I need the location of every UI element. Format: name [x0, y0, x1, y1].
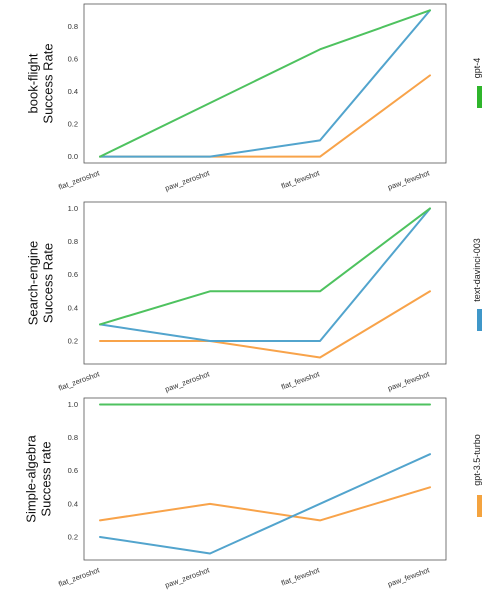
y-axis-label-line: Success Rate — [40, 243, 55, 323]
x-tick-label: flat_fewshot — [280, 168, 322, 190]
y-tick-label: 0.6 — [68, 270, 78, 279]
x-tick-label: flat_zeroshot — [57, 565, 101, 588]
y-tick-label: 0.6 — [68, 466, 78, 475]
y-axis-label-line: Success Rate — [40, 43, 55, 123]
y-axis-label: Search-engineSuccess Rate — [25, 241, 55, 326]
series-line-text-davinci-003 — [99, 9, 431, 158]
legend: gpt-4 text-davinci-003 gpt-3.5-turbo — [472, 58, 482, 517]
legend-label: gpt-4 — [472, 58, 482, 79]
series-line-text-davinci-003 — [99, 207, 431, 342]
x-tick-label: paw_fewshot — [386, 565, 431, 589]
x-tick-label: paw_fewshot — [386, 369, 431, 393]
x-tick-label: paw_zeroshot — [164, 369, 212, 394]
plot-frame — [83, 3, 447, 164]
y-tick-label: 0.2 — [68, 120, 78, 129]
x-tick-label: paw_zeroshot — [164, 168, 212, 193]
y-tick-label: 0.2 — [68, 336, 78, 345]
y-tick-label: 1.0 — [68, 400, 78, 409]
y-axis-label: Simple-algebraSuccess rate — [23, 435, 53, 523]
series-line-gpt-3-5-turbo — [99, 290, 431, 359]
legend-swatch — [477, 495, 482, 517]
y-axis-label: book-flightSuccess Rate — [25, 43, 55, 123]
y-axis-label-line: book-flight — [25, 53, 40, 113]
series-line-gpt-3-5-turbo — [99, 74, 431, 158]
legend-swatch — [477, 309, 482, 331]
series-line-gpt-4 — [99, 207, 431, 326]
y-tick-label: 0.4 — [68, 303, 78, 312]
y-tick-label: 0.4 — [68, 87, 78, 96]
y-tick-label: 0.8 — [68, 22, 78, 31]
x-tick-label: paw_fewshot — [386, 168, 431, 192]
legend-swatch — [477, 86, 482, 108]
series-line-gpt-3-5-turbo — [99, 486, 431, 522]
subplot-1: 0.0 0.2 0.4 0.6 0.8 flat_zeroshot paw_zeroshot… — [25, 3, 447, 193]
x-tick-label: flat_zeroshot — [57, 369, 101, 392]
y-axis-label-line: Simple-algebra — [23, 435, 38, 523]
series-line-text-davinci-003 — [99, 453, 431, 555]
subplot-2: 0.2 0.4 0.6 0.8 1.0 flat_zeroshot paw_zeroshot… — [25, 201, 447, 394]
y-axis-label-line: Success rate — [38, 441, 53, 516]
legend-label: gpt-3.5-turbo — [472, 434, 482, 486]
x-tick-label: flat_fewshot — [280, 565, 322, 587]
subplot-3: 0.2 0.4 0.6 0.8 1.0 flat_zeroshot paw_zeroshot… — [23, 397, 447, 590]
x-tick-label: flat_fewshot — [280, 369, 322, 391]
plot-frame — [83, 201, 447, 365]
plot-frame — [83, 397, 447, 561]
legend-label: text-davinci-003 — [472, 238, 482, 302]
x-tick-label: paw_zeroshot — [164, 565, 212, 590]
y-tick-label: 0.8 — [68, 237, 78, 246]
x-tick-label: flat_zeroshot — [57, 168, 101, 191]
y-tick-label: 0.8 — [68, 433, 78, 442]
y-tick-label: 0.4 — [68, 499, 78, 508]
y-tick-label: 1.0 — [68, 204, 78, 213]
y-tick-label: 0.6 — [68, 55, 78, 64]
y-axis-label-line: Search-engine — [25, 241, 40, 326]
y-tick-label: 0.2 — [68, 532, 78, 541]
y-tick-label: 0.0 — [68, 152, 78, 161]
series-line-gpt-4 — [99, 9, 431, 158]
